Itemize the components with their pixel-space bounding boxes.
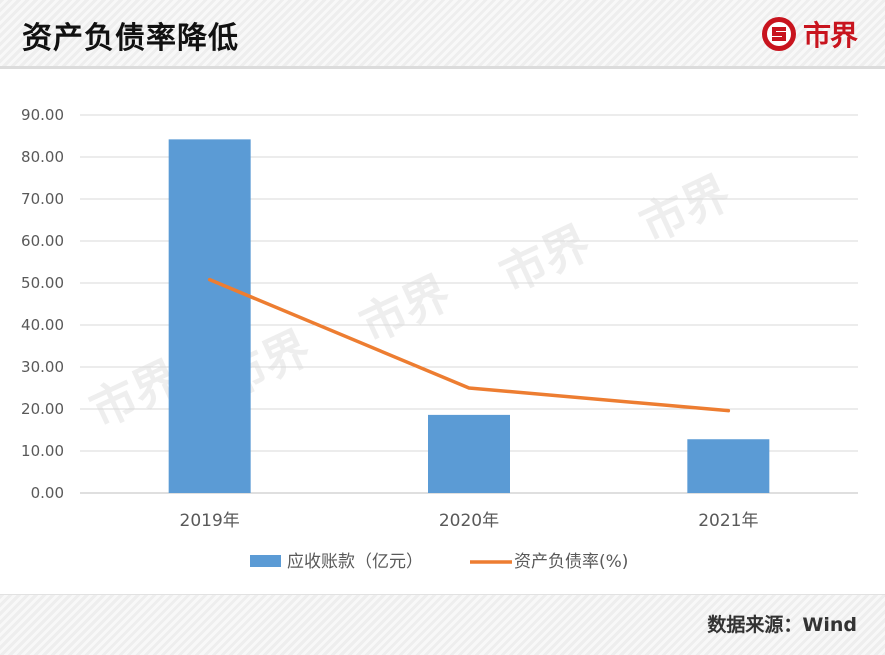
bar xyxy=(428,414,510,493)
watermark-text: 市界 xyxy=(632,165,738,253)
y-tick-label: 10.00 xyxy=(21,442,64,460)
s-coin-icon xyxy=(761,17,796,51)
y-tick-label: 40.00 xyxy=(21,316,64,334)
x-tick-label: 2021年 xyxy=(698,511,758,531)
y-tick-label: 50.00 xyxy=(21,274,64,292)
y-tick-label: 30.00 xyxy=(21,358,64,376)
y-tick-label: 60.00 xyxy=(21,232,64,250)
legend-swatch-bar xyxy=(250,555,281,567)
brand-logo: 市界 xyxy=(761,14,858,54)
y-tick-label: 70.00 xyxy=(21,190,64,208)
x-axis-ticks: 2019年 2020年 2021年 xyxy=(180,511,759,531)
footer-band xyxy=(0,594,885,655)
y-tick-label: 0.00 xyxy=(31,484,64,502)
line-point xyxy=(726,409,730,413)
legend-label-bar: 应收账款（亿元） xyxy=(287,552,423,572)
y-axis-ticks: 0.00 10.00 20.00 30.00 40.00 50.00 60.00 70.00 8… xyxy=(21,106,64,502)
legend: 应收账款（亿元） 资产负债率(%) xyxy=(250,552,628,572)
y-tick-label: 90.00 xyxy=(21,106,64,124)
source-note: 数据来源：Wind xyxy=(707,614,857,636)
y-tick-label: 80.00 xyxy=(21,148,64,166)
legend-label-line: 资产负债率(%) xyxy=(514,552,628,572)
x-tick-label: 2019年 xyxy=(180,511,240,531)
bar xyxy=(687,439,770,493)
x-tick-label: 2020年 xyxy=(439,511,499,531)
page-title: 资产负债率降低 xyxy=(22,21,239,56)
line-point xyxy=(208,278,212,282)
line-series xyxy=(207,277,731,413)
line-point xyxy=(467,386,471,390)
header-band xyxy=(0,0,885,69)
watermark-text: 市界 xyxy=(352,265,458,353)
brand-logo-text: 市界 xyxy=(802,19,858,52)
bar xyxy=(168,139,251,494)
y-tick-label: 20.00 xyxy=(21,400,64,418)
watermark-text: 市界 xyxy=(492,215,598,303)
bar-series xyxy=(168,139,770,494)
